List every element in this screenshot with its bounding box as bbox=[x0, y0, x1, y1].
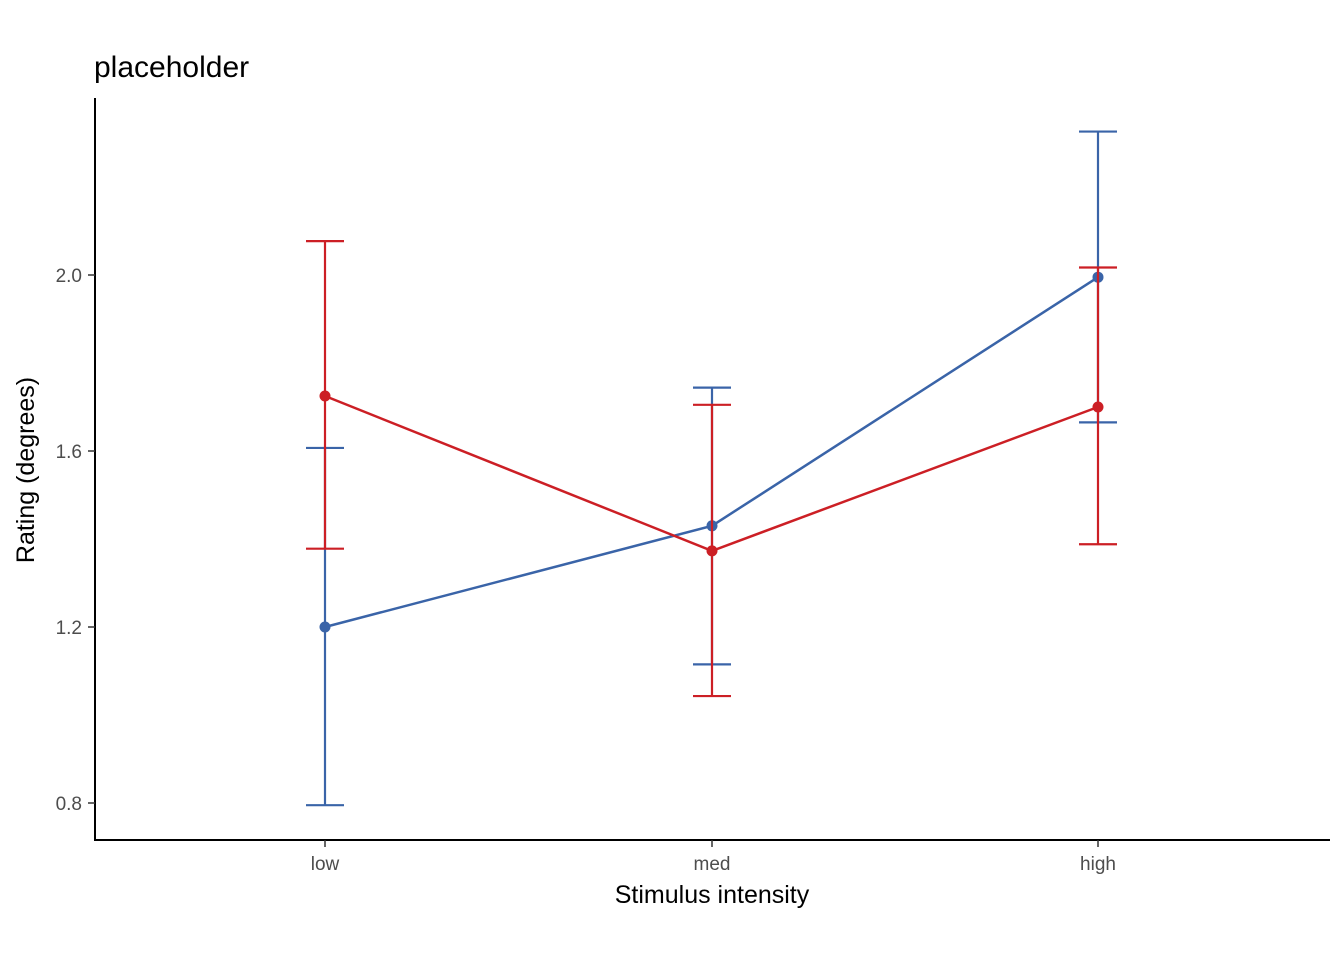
data-point bbox=[706, 545, 718, 557]
y-tick-label: 2.0 bbox=[56, 266, 82, 287]
x-tick-label: high bbox=[1080, 854, 1116, 875]
data-point bbox=[319, 390, 331, 402]
y-tick-label: 1.2 bbox=[56, 618, 82, 639]
chart-title: placeholder bbox=[94, 51, 249, 84]
data-point bbox=[1092, 401, 1104, 413]
x-tick-label: low bbox=[311, 854, 340, 875]
x-ticks: low med high bbox=[311, 840, 1116, 875]
y-axis-title: Rating (degrees) bbox=[12, 377, 40, 563]
series-2 bbox=[306, 240, 1117, 698]
x-tick-label: med bbox=[694, 854, 731, 875]
data-point bbox=[319, 621, 331, 633]
y-tick-label: 0.8 bbox=[56, 794, 82, 815]
y-ticks: 0.8 1.2 1.6 2.0 bbox=[56, 266, 95, 815]
y-tick-label: 1.6 bbox=[56, 442, 82, 463]
series-layer bbox=[306, 130, 1117, 807]
x-axis-title: Stimulus intensity bbox=[615, 881, 810, 909]
